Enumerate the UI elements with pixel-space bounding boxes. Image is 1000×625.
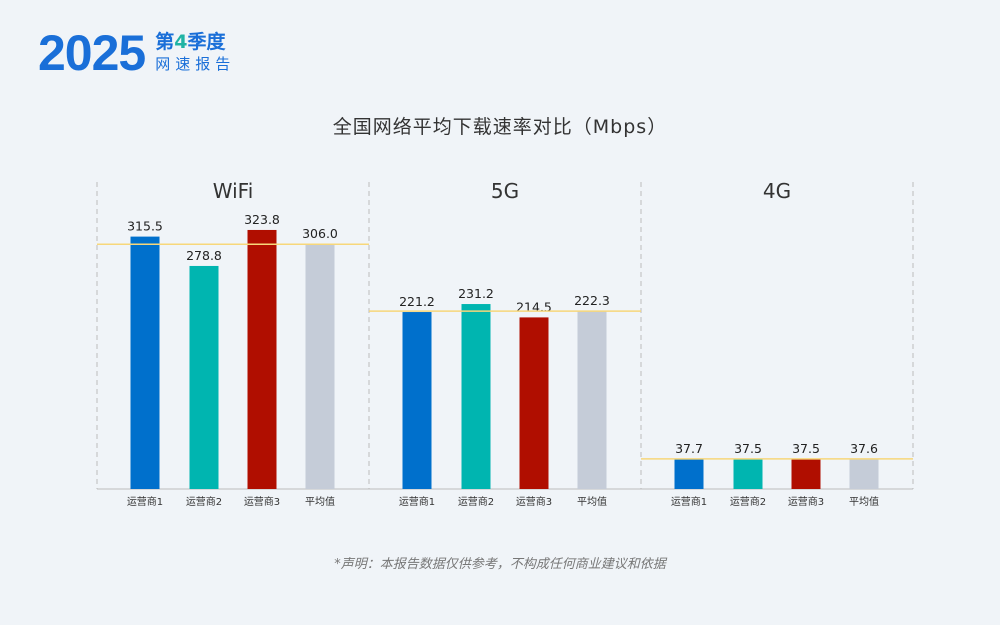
category-label: 运营商3 — [516, 495, 552, 508]
bar-5G-2 — [461, 304, 491, 489]
data-label: 37.5 — [734, 441, 762, 456]
bar-4G-3 — [791, 459, 821, 489]
bar-4G-2 — [733, 459, 763, 489]
data-label: 222.3 — [574, 293, 610, 308]
category-label: 运营商3 — [244, 495, 280, 508]
logo-quarter: 第4季度 — [155, 31, 226, 53]
bar-5G-1 — [402, 312, 432, 489]
data-label: 278.8 — [186, 248, 222, 263]
data-label: 37.5 — [792, 441, 820, 456]
category-label: 平均值 — [577, 495, 607, 508]
category-label: 运营商1 — [671, 495, 707, 508]
data-label: 214.5 — [516, 299, 552, 314]
panel-title-WiFi: WiFi — [213, 179, 254, 203]
panel-title-4G: 4G — [763, 179, 791, 203]
bar-WiFi-4 — [305, 244, 335, 489]
category-label: 运营商3 — [788, 495, 824, 508]
data-label: 37.6 — [850, 441, 878, 456]
bar-5G-4 — [577, 311, 607, 489]
category-label: 运营商1 — [127, 495, 163, 508]
category-label: 平均值 — [305, 495, 335, 508]
disclaimer: *声明：本报告数据仅供参考，不构成任何商业建议和依据 — [334, 557, 666, 572]
data-label: 37.7 — [675, 441, 703, 456]
logo-report: 网速报告 — [155, 55, 236, 73]
bar-WiFi-3 — [247, 229, 277, 489]
data-label: 306.0 — [302, 226, 338, 241]
category-label: 运营商2 — [458, 495, 494, 508]
bar-5G-3 — [519, 317, 549, 489]
panel-title-5G: 5G — [491, 179, 519, 203]
bar-4G-1 — [674, 458, 704, 489]
data-label: 231.2 — [458, 286, 494, 301]
chart-title: 全国网络平均下载速率对比（Mbps） — [332, 116, 668, 138]
category-label: 平均值 — [849, 495, 879, 508]
category-label: 运营商2 — [730, 495, 766, 508]
bar-WiFi-2 — [189, 265, 219, 489]
category-label: 运营商2 — [186, 495, 222, 508]
data-label: 315.5 — [127, 219, 163, 234]
bar-WiFi-1 — [130, 236, 160, 489]
category-label: 运营商1 — [399, 495, 435, 508]
bar-4G-4 — [849, 458, 879, 489]
logo-year: 2025 — [38, 25, 146, 81]
data-label: 221.2 — [399, 294, 435, 309]
data-label: 323.8 — [244, 212, 280, 227]
logo: 2025 第4季度 网速报告 — [38, 28, 235, 78]
